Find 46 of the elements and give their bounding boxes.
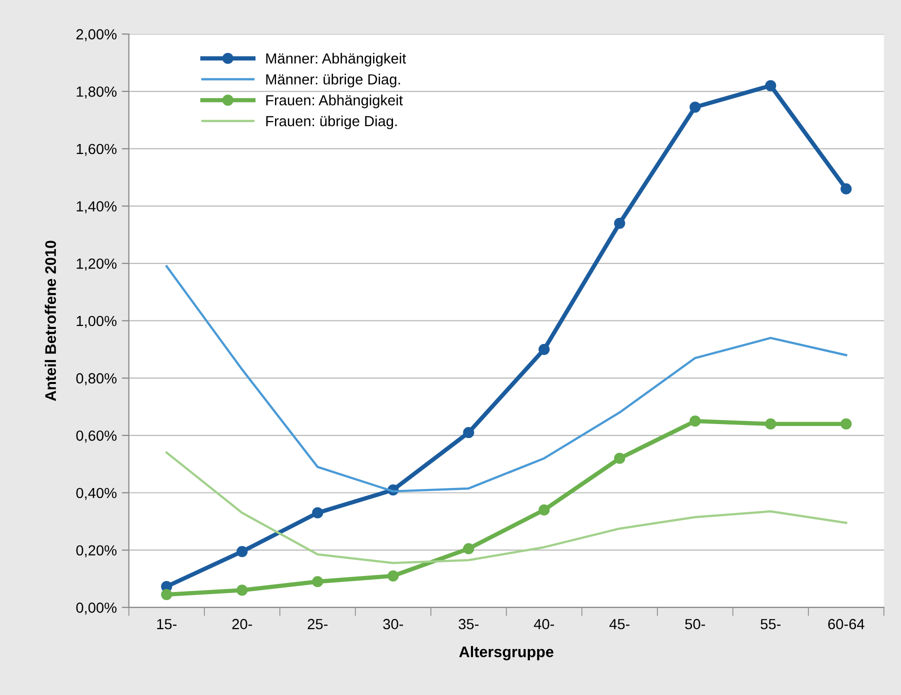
point (765, 418, 776, 430)
point (463, 426, 474, 438)
point (614, 452, 626, 464)
x-tick-label: 20- (232, 618, 252, 630)
x-tick-label: 35- (458, 618, 478, 630)
y-tick-label: 1,20% (76, 258, 117, 271)
y-tick-label: 0,40% (76, 488, 117, 500)
y-tick-label: 0,80% (76, 373, 117, 386)
point (236, 584, 248, 596)
x-axis-title: Altersgruppe (459, 646, 554, 660)
x-tick-label: 30- (383, 618, 403, 630)
y-tick-label: 1,40% (76, 201, 117, 214)
y-axis-title: Anteil Betroffene 2010 (44, 240, 56, 402)
y-tick-label: 2,00% (76, 29, 117, 42)
point (614, 218, 626, 229)
point (388, 570, 399, 582)
y-tick-label: 1,60% (76, 144, 117, 156)
y-tick-label: 0,60% (76, 430, 117, 443)
point (690, 102, 701, 113)
x-tick-label: 55- (760, 619, 781, 630)
x-tick-label: 45- (609, 619, 630, 630)
x-tick-label: 25- (308, 618, 328, 630)
y-tick-label: 0,00% (76, 602, 117, 615)
point (538, 344, 550, 355)
x-tick-label: 50- (685, 618, 706, 630)
point (840, 183, 852, 194)
point (765, 80, 776, 92)
line-series (165, 452, 848, 564)
y-tick-label: 1,00% (76, 316, 117, 328)
point (538, 504, 550, 516)
point (463, 543, 474, 554)
legend-label: Frauen: Abhängigkeit (266, 94, 403, 108)
point (312, 507, 324, 518)
point (236, 546, 248, 558)
legend-label: Frauen: übrige Diag. (266, 116, 397, 130)
point (312, 576, 324, 588)
point (840, 418, 852, 430)
legend-label: Männer: übrige Diag. (266, 74, 400, 88)
legend-label: Männer: Abhängigkeit (266, 52, 406, 67)
point (161, 588, 172, 600)
x-tick-label: 60-64 (828, 618, 864, 630)
y-tick-label: 0,20% (76, 545, 117, 558)
y-tick-label: 1,80% (76, 86, 117, 99)
point (690, 416, 701, 427)
x-tick-label: 40- (534, 618, 554, 630)
x-tick-label: 15- (157, 619, 176, 630)
